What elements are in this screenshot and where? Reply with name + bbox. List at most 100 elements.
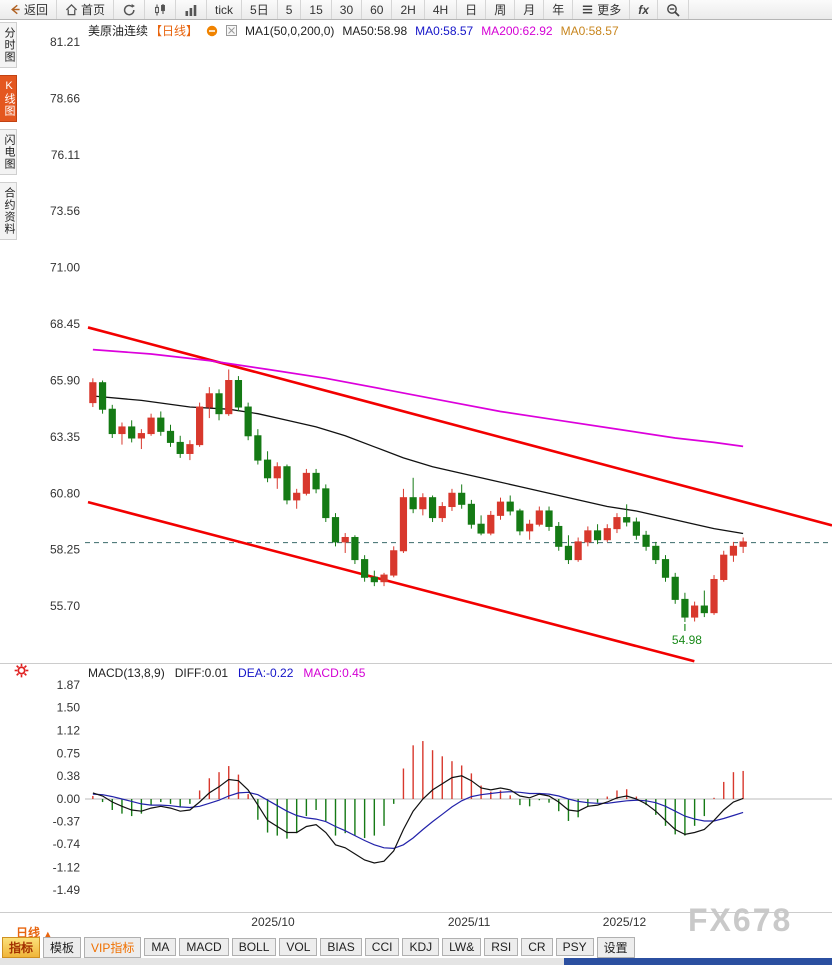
- gear-icon: [14, 663, 29, 678]
- svg-text:76.11: 76.11: [51, 148, 80, 162]
- fx-label: fx: [638, 2, 649, 17]
- tab-cci[interactable]: CCI: [364, 938, 400, 956]
- svg-text:1.12: 1.12: [57, 724, 81, 738]
- zoom-out-icon: [667, 3, 680, 17]
- svg-text:2025/11: 2025/11: [448, 915, 491, 929]
- indicator-tabbar: 指标 模板 VIP指标 MA MACD BOLL VOL BIAS CCI KD…: [2, 936, 830, 958]
- tab-cr[interactable]: CR: [521, 938, 553, 956]
- candlestick-chart-button[interactable]: [145, 0, 177, 19]
- main-chart-legend: 美原油连续 【日线】 MA1(50,0,200,0) MA50:58.98 MA…: [88, 22, 619, 39]
- tab-lw[interactable]: LW&: [442, 938, 482, 956]
- period-2h-label: 2H: [400, 2, 416, 17]
- period-15-button[interactable]: 15: [301, 0, 332, 19]
- svg-text:58.25: 58.25: [50, 543, 80, 557]
- home-button[interactable]: 首页: [57, 0, 115, 19]
- symbol-name: 美原油连续: [88, 24, 149, 38]
- rail-item-time-chart[interactable]: 分时图: [0, 22, 17, 68]
- tab-psy[interactable]: PSY: [555, 938, 594, 956]
- tick-label: tick: [215, 2, 234, 17]
- fx-indicator-button[interactable]: fx: [630, 0, 658, 19]
- y-axis-labels: 81.21 78.66 76.11 73.56 71.00 68.45 65.90 63.35…: [50, 35, 80, 897]
- period-year-button[interactable]: 年: [544, 0, 574, 19]
- horizontal-scrollbar-track[interactable]: [0, 958, 832, 965]
- ma0-value-first: MA0:58.57: [415, 23, 474, 38]
- back-label: 返回: [24, 3, 49, 17]
- period-5-button[interactable]: 5: [278, 0, 302, 19]
- indicator-settings-gear[interactable]: [14, 663, 29, 683]
- rail-item-contract-info[interactable]: 合约资料: [0, 182, 17, 240]
- volume-chart-icon: [185, 4, 197, 16]
- tab-vol[interactable]: VOL: [279, 938, 318, 956]
- period-2h-button[interactable]: 2H: [392, 0, 425, 19]
- annotation-layer: 54.98: [672, 623, 702, 647]
- collapse-indicator-icon[interactable]: [206, 25, 218, 37]
- more-label: 更多: [597, 3, 622, 17]
- toolbar: 返回 首页 tick 5日 5 15 30 60 2H 4H 日 周 月 年 更…: [0, 0, 832, 20]
- ma-group-label: MA1(50,0,200,0): [245, 23, 335, 38]
- svg-text:81.21: 81.21: [50, 35, 80, 49]
- period-5d-button[interactable]: 5日: [242, 0, 278, 19]
- back-button[interactable]: 返回: [0, 0, 58, 19]
- svg-text:68.45: 68.45: [50, 317, 80, 331]
- zoom-out-button[interactable]: [658, 0, 689, 19]
- svg-text:54.98: 54.98: [672, 633, 702, 647]
- tab-bias[interactable]: BIAS: [320, 938, 362, 956]
- rail-item-kline-chart[interactable]: K线图: [0, 75, 17, 122]
- candles-layer: [89, 369, 747, 622]
- svg-text:0.38: 0.38: [57, 769, 81, 783]
- period-day-button[interactable]: 日: [457, 0, 487, 19]
- tab-boll[interactable]: BOLL: [231, 938, 277, 956]
- svg-text:-1.49: -1.49: [53, 883, 81, 897]
- symbol-period: 【日线】: [150, 24, 199, 38]
- tab-macd[interactable]: MACD: [179, 938, 229, 956]
- tab-kdj[interactable]: KDJ: [402, 938, 440, 956]
- period-year-label: 年: [552, 3, 565, 17]
- menu-icon: [583, 5, 593, 14]
- ma-settings-icon[interactable]: [226, 25, 238, 36]
- macd-legend: MACD(13,8,9) DIFF:0.01 DEA:-0.22 MACD:0.…: [88, 666, 365, 680]
- svg-text:73.56: 73.56: [50, 204, 80, 218]
- chevron-up-icon: ▲: [43, 929, 53, 939]
- period-week-label: 周: [494, 3, 507, 17]
- tab-indicators[interactable]: 指标: [2, 936, 41, 958]
- candlestick-chart-icon: [155, 3, 165, 15]
- more-button[interactable]: 更多: [573, 0, 631, 19]
- horizontal-scrollbar-thumb[interactable]: [564, 958, 832, 965]
- macd-macd-value: MACD:0.45: [303, 666, 366, 680]
- svg-text:65.90: 65.90: [50, 374, 80, 388]
- period-month-button[interactable]: 月: [515, 0, 545, 19]
- svg-text:55.70: 55.70: [50, 599, 80, 613]
- tab-rsi[interactable]: RSI: [484, 938, 519, 956]
- panel-separators: [0, 663, 832, 913]
- period-15-label: 15: [309, 2, 323, 17]
- tab-ma[interactable]: MA: [144, 938, 177, 956]
- refresh-icon: [123, 3, 135, 15]
- macd-diff-value: DIFF:0.01: [174, 666, 229, 680]
- ma0-value-second: MA0:58.57: [560, 23, 619, 38]
- x-axis-labels: 2025/10 2025/11 2025/12: [251, 915, 646, 929]
- rail-item-lightning-chart[interactable]: 闪电图: [0, 129, 17, 175]
- svg-text:63.35: 63.35: [50, 430, 80, 444]
- svg-text:-0.74: -0.74: [53, 837, 81, 851]
- refresh-button[interactable]: [114, 0, 146, 19]
- svg-text:2025/10: 2025/10: [251, 915, 295, 929]
- tab-templates[interactable]: 模板: [43, 936, 82, 958]
- macd-dea-value: DEA:-0.22: [238, 666, 294, 680]
- period-4h-button[interactable]: 4H: [425, 0, 458, 19]
- volume-chart-button[interactable]: [176, 0, 208, 19]
- svg-text:-1.12: -1.12: [53, 860, 81, 874]
- svg-text:0.00: 0.00: [57, 792, 81, 806]
- tab-settings[interactable]: 设置: [596, 936, 635, 958]
- svg-text:71.00: 71.00: [50, 261, 80, 275]
- svg-text:-0.37: -0.37: [53, 815, 81, 829]
- period-week-button[interactable]: 周: [486, 0, 516, 19]
- svg-text:60.80: 60.80: [50, 486, 80, 500]
- back-icon: [11, 4, 20, 15]
- period-60-button[interactable]: 60: [362, 0, 393, 19]
- fx678-watermark: FX678: [688, 902, 793, 938]
- tab-vip-indicators[interactable]: VIP指标: [84, 936, 142, 958]
- period-tick-button[interactable]: tick: [207, 0, 243, 19]
- period-30-button[interactable]: 30: [332, 0, 363, 19]
- period-30-label: 30: [339, 2, 354, 17]
